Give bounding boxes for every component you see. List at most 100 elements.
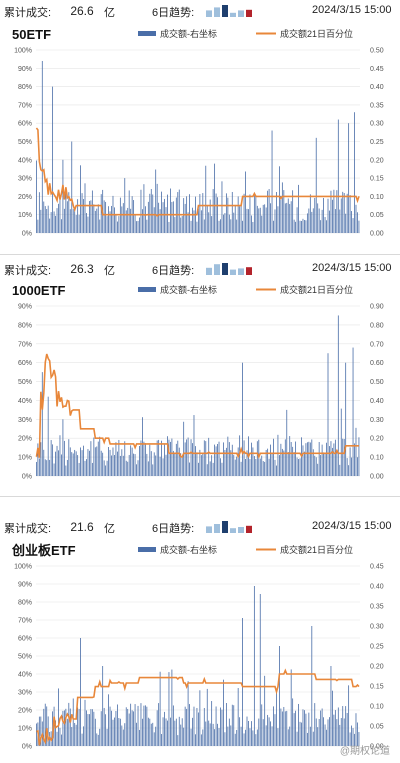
volume-bar — [327, 719, 329, 746]
volume-bar — [122, 203, 124, 233]
volume-bar — [321, 708, 323, 746]
volume-bar — [136, 221, 137, 233]
volume-bar — [339, 209, 341, 233]
volume-bar — [87, 216, 89, 233]
left-tick-label: 0% — [22, 231, 32, 238]
volume-bar — [246, 450, 248, 476]
volume-bar — [167, 720, 168, 746]
volume-bar — [66, 201, 68, 233]
volume-bar — [134, 704, 136, 746]
volume-bar — [227, 436, 229, 476]
left-tick-label: 90% — [18, 304, 32, 311]
right-tick-label: 0.40 — [370, 398, 384, 405]
trend-bar — [222, 521, 228, 533]
volume-bar — [61, 734, 62, 746]
volume-bar — [111, 205, 112, 233]
volume-bar — [314, 197, 316, 233]
volume-bar — [196, 452, 198, 476]
volume-bar — [223, 214, 224, 233]
volume-bar — [80, 165, 81, 233]
volume-bar — [299, 220, 301, 233]
left-tick-label: 60% — [18, 636, 32, 643]
volume-bar — [112, 447, 114, 476]
volume-bar — [106, 460, 108, 476]
volume-bar — [248, 209, 249, 233]
volume-bar — [301, 722, 302, 746]
volume-bar — [133, 453, 135, 476]
volume-bar — [259, 207, 261, 233]
volume-bar — [214, 444, 216, 476]
volume-bar — [349, 732, 351, 746]
volume-bar — [265, 725, 267, 746]
volume-bar — [56, 445, 58, 476]
volume-bar — [258, 718, 260, 746]
left-tick-label: 50% — [18, 379, 32, 386]
volume-bar — [286, 409, 288, 476]
volume-bar — [270, 721, 271, 746]
volume-bar — [144, 206, 146, 233]
volume-bar — [130, 445, 132, 476]
volume-bar — [354, 112, 355, 233]
volume-bar — [332, 447, 333, 476]
volume-bar — [99, 728, 101, 746]
volume-bar — [312, 449, 314, 476]
volume-bar — [171, 201, 173, 233]
volume-bar — [49, 218, 51, 233]
volume-bar — [68, 702, 70, 746]
timestamp: 2024/3/15 15:00 — [312, 262, 392, 274]
volume-bar — [91, 462, 93, 476]
volume-bar — [108, 694, 109, 746]
volume-bar — [133, 200, 135, 233]
volume-bar — [281, 448, 283, 476]
volume-bar — [124, 178, 126, 233]
volume-bar — [357, 457, 358, 476]
volume-bar — [223, 679, 224, 746]
volume-bar — [66, 459, 68, 476]
volume-bar — [290, 442, 292, 476]
volume-bar — [298, 459, 299, 476]
watermark: @期权论道 — [339, 746, 390, 757]
volume-bar — [174, 453, 176, 476]
volume-bar — [249, 194, 251, 233]
volume-bar — [227, 726, 229, 746]
volume-bar — [336, 719, 338, 746]
volume-bar — [136, 464, 137, 476]
volume-bar — [117, 221, 118, 233]
left-tick-label: 50% — [18, 139, 32, 146]
volume-bar — [108, 447, 109, 476]
volume-bar — [286, 710, 288, 746]
volume-bar — [59, 198, 61, 233]
volume-bar — [336, 190, 338, 233]
volume-bar — [125, 707, 127, 746]
volume-bar — [273, 706, 274, 746]
volume-bar — [251, 215, 252, 233]
volume-bar — [206, 205, 208, 233]
volume-bar — [256, 729, 258, 746]
left-tick-label: 10% — [18, 455, 32, 462]
volume-bar — [320, 710, 322, 746]
right-tick-label: 0.35 — [370, 604, 384, 611]
volume-bar — [56, 731, 58, 746]
volume-bar — [358, 220, 360, 233]
volume-bar — [255, 459, 257, 476]
volume-bar — [324, 217, 326, 233]
volume-bar — [66, 718, 68, 746]
volume-bar — [36, 723, 37, 746]
volume-bar — [181, 718, 183, 746]
volume-bar — [84, 183, 86, 233]
right-tick-label: 0.00 — [370, 474, 384, 481]
volume-bar — [339, 464, 341, 476]
volume-bar — [276, 192, 277, 233]
percentile-line — [35, 127, 360, 218]
volume-bar — [320, 220, 322, 233]
right-tick-label: 0.45 — [370, 66, 384, 73]
volume-bar — [172, 705, 174, 746]
volume-bar — [158, 439, 160, 476]
volume-bar — [161, 734, 162, 746]
volume-bar — [199, 690, 201, 746]
volume-bar — [274, 209, 276, 233]
volume-bar — [81, 733, 83, 746]
volume-bar — [97, 441, 99, 476]
legend-label-percentile: 成交额21日百分位 — [280, 544, 353, 555]
trend-bar — [214, 7, 220, 17]
